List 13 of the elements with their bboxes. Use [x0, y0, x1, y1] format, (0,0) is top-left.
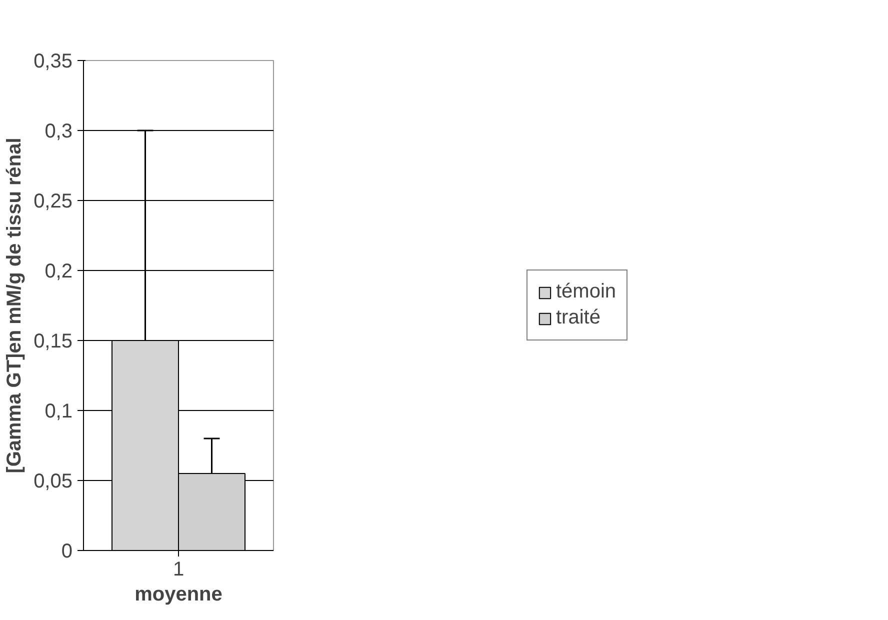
x-axis-title: moyenne [134, 584, 222, 606]
legend-label: traité [556, 306, 600, 330]
x-tick-label: 1 [172, 558, 184, 580]
y-tick-label: 0,35 [34, 50, 73, 72]
y-tick-label: 0,05 [34, 470, 73, 492]
y-tick-label: 0,1 [44, 400, 73, 422]
legend-label: témoin [556, 280, 616, 304]
y-axis-title: [Gamma GT]en mM/g de tissu rénal [4, 138, 26, 474]
y-tick-label: 0,25 [34, 190, 73, 212]
y-tick-label: 0,3 [44, 120, 73, 142]
y-tick-label: 0 [61, 540, 72, 562]
y-tick-label: 0,2 [44, 260, 73, 282]
y-tick-label: 0,15 [34, 330, 73, 352]
